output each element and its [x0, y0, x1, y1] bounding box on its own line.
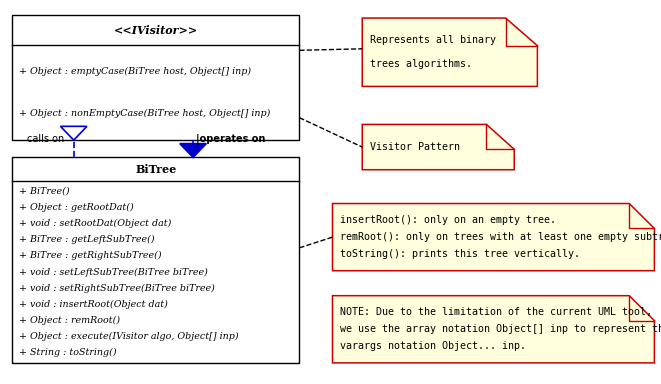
Text: trees algorithms.: trees algorithms. [370, 59, 472, 69]
Polygon shape [362, 18, 537, 86]
Text: BiTree: BiTree [135, 164, 176, 175]
Text: <<IVisitor>>: <<IVisitor>> [114, 25, 198, 36]
Text: + BiTree : getLeftSubTree(): + BiTree : getLeftSubTree() [19, 235, 154, 244]
Text: we use the array notation Object[] inp to represent the: we use the array notation Object[] inp t… [340, 324, 661, 334]
Text: NOTE: Due to the limitation of the current UML tool,: NOTE: Due to the limitation of the curre… [340, 307, 652, 317]
Text: varargs notation Object... inp.: varargs notation Object... inp. [340, 341, 526, 351]
Text: + Object : remRoot(): + Object : remRoot() [19, 316, 120, 325]
Text: + Object : getRootDat(): + Object : getRootDat() [19, 203, 134, 212]
Polygon shape [180, 144, 206, 157]
Text: toString(): prints this tree vertically.: toString(): prints this tree vertically. [340, 248, 580, 258]
Text: + BiTree : getRightSubTree(): + BiTree : getRightSubTree() [19, 251, 161, 260]
Bar [12, 157, 299, 363]
Text: + String : toString(): + String : toString() [19, 348, 116, 357]
Text: + Object : emptyCase(BiTree host, Object[] inp): + Object : emptyCase(BiTree host, Object… [19, 67, 251, 76]
Text: + void : setRightSubTree(BiTree biTree): + void : setRightSubTree(BiTree biTree) [19, 283, 214, 293]
Polygon shape [332, 296, 654, 363]
Polygon shape [362, 124, 514, 170]
Text: + Object : nonEmptyCase(BiTree host, Object[] inp): + Object : nonEmptyCase(BiTree host, Obj… [19, 109, 270, 118]
Text: Represents all binary: Represents all binary [370, 35, 496, 45]
Text: + void : setRootDat(Object dat): + void : setRootDat(Object dat) [19, 219, 171, 228]
Text: + BiTree(): + BiTree() [19, 187, 69, 196]
Text: |operates on: |operates on [196, 134, 266, 145]
Text: + Object : execute(IVisitor algo, Object[] inp): + Object : execute(IVisitor algo, Object… [19, 332, 238, 341]
Bar [12, 15, 299, 140]
Text: + void : insertRoot(Object dat): + void : insertRoot(Object dat) [19, 300, 167, 309]
Text: + void : setLeftSubTree(BiTree biTree): + void : setLeftSubTree(BiTree biTree) [19, 267, 208, 276]
Text: insertRoot(): only on an empty tree.: insertRoot(): only on an empty tree. [340, 215, 557, 225]
Polygon shape [332, 204, 654, 271]
Polygon shape [61, 126, 87, 140]
Text: remRoot(): only on trees with at least one empty subtree.: remRoot(): only on trees with at least o… [340, 232, 661, 242]
Text: Visitor Pattern: Visitor Pattern [370, 142, 460, 152]
Text: calls on: calls on [28, 134, 65, 144]
